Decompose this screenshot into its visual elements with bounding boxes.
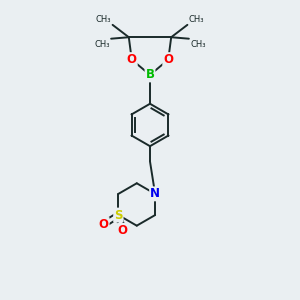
Text: O: O: [118, 224, 128, 237]
Text: CH₃: CH₃: [190, 40, 206, 49]
Text: O: O: [99, 218, 109, 231]
Text: B: B: [146, 68, 154, 81]
Text: CH₃: CH₃: [94, 40, 110, 49]
Text: O: O: [163, 53, 173, 66]
Text: S: S: [114, 208, 123, 222]
Text: O: O: [127, 53, 137, 66]
Text: CH₃: CH₃: [189, 15, 204, 24]
Text: N: N: [150, 188, 160, 200]
Text: CH₃: CH₃: [96, 15, 111, 24]
